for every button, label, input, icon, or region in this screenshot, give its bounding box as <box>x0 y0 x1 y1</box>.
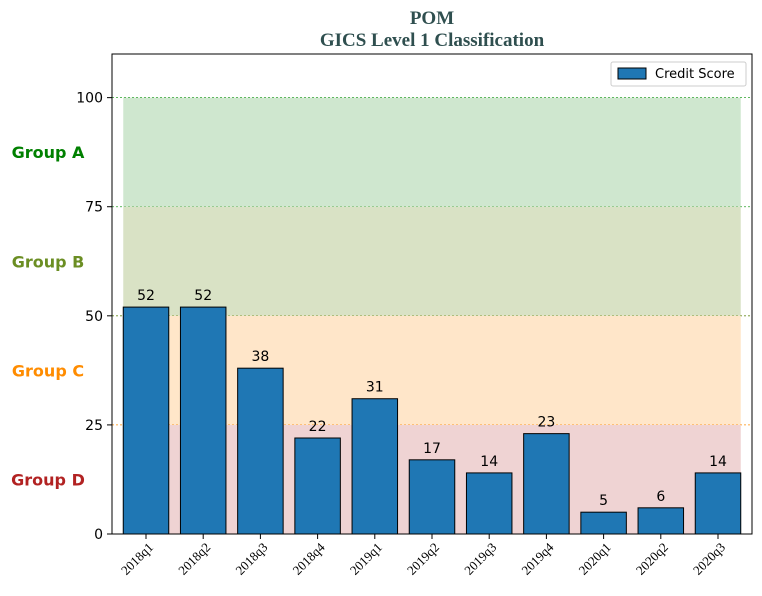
y-tick-label-25: 25 <box>85 418 103 434</box>
group-a-band <box>123 97 741 207</box>
x-tick-label-2020q2: 2020q2 <box>633 540 671 578</box>
group-a-label: Group A <box>12 143 85 162</box>
x-tick-label-2019q4: 2019q4 <box>518 539 557 578</box>
x-tick-label-2018q4: 2018q4 <box>290 539 329 578</box>
data-label-2020q3: 14 <box>709 454 727 470</box>
data-label-2019q4: 23 <box>537 415 555 431</box>
data-label-2019q2: 17 <box>423 441 441 457</box>
x-tick-label-2019q3: 2019q3 <box>461 540 499 578</box>
legend: Credit Score <box>610 61 747 87</box>
data-label-2018q2: 52 <box>194 288 212 304</box>
bar-2018q1 <box>122 306 170 535</box>
bar-2018q4 <box>294 437 341 535</box>
data-label-2018q3: 38 <box>251 349 269 365</box>
x-tick-label-2018q1: 2018q1 <box>118 540 156 578</box>
x-tick-label-2018q2: 2018q2 <box>175 540 213 578</box>
x-tick-label-2019q1: 2019q1 <box>347 540 385 578</box>
bar-2018q3 <box>237 367 284 535</box>
group-b-band <box>123 206 741 316</box>
group-d-label: Group D <box>11 470 85 489</box>
legend-swatch <box>617 67 647 80</box>
group-c-label: Group C <box>12 361 84 380</box>
data-label-2020q1: 5 <box>599 493 608 509</box>
x-tick-label-2020q3: 2020q3 <box>690 540 728 578</box>
x-tick-label-2020q1: 2020q1 <box>576 540 614 578</box>
chart-title: POM <box>410 8 454 29</box>
data-label-2018q4: 22 <box>309 419 327 435</box>
x-tick-label-2018q3: 2018q3 <box>232 540 270 578</box>
data-label-2020q2: 6 <box>656 489 665 505</box>
y-tick-label-75: 75 <box>85 200 103 216</box>
bar-2020q2 <box>637 507 685 535</box>
bar-series: 52 52 38 22 31 17 14 23 5 6 14 <box>122 288 742 535</box>
group-b-label: Group B <box>12 252 85 271</box>
x-tick-label-2019q2: 2019q2 <box>404 540 442 578</box>
y-tick-label-100: 100 <box>76 91 103 107</box>
legend-entry-credit-score: Credit Score <box>655 67 735 82</box>
y-tick-label-50: 50 <box>85 309 103 325</box>
chart-subtitle: GICS Level 1 Classification <box>320 30 545 51</box>
bar-2018q2 <box>179 306 227 535</box>
data-label-2019q1: 31 <box>366 380 384 396</box>
bar-2020q1 <box>580 511 627 535</box>
bar-2019q1 <box>351 398 399 535</box>
y-tick-label-0: 0 <box>94 527 103 543</box>
bar-2019q4 <box>523 433 570 535</box>
data-label-2018q1: 52 <box>137 288 155 304</box>
bar-2019q3 <box>465 472 513 535</box>
bar-2020q3 <box>694 472 742 535</box>
bar-2019q2 <box>408 459 456 535</box>
data-label-2019q3: 14 <box>480 454 498 470</box>
